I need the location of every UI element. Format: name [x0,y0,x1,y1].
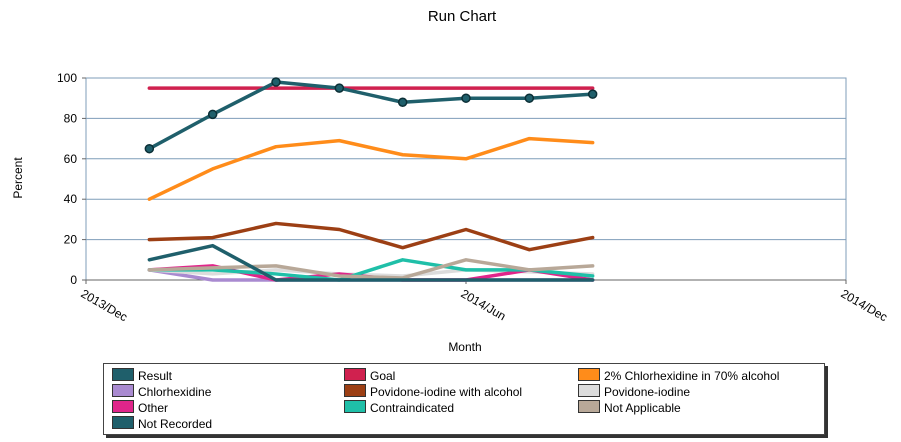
data-point-result [524,93,535,103]
data-point-result [461,93,471,103]
y-tick-label: 60 [64,152,78,166]
series-layer [144,77,598,282]
legend-label: 2% Chlorhexidine in 70% alcohol [604,368,780,383]
legend-swatch [578,368,600,382]
legend-label: Not Applicable [604,400,681,415]
y-tick-label: 20 [64,233,78,247]
legend-item: Other [112,399,168,415]
y-tick-label: 0 [70,273,77,287]
series-line-2-chlorhexidine-in-70-alcohol [147,136,595,201]
legend-label: Result [138,368,173,383]
series-line-not-applicable [147,258,595,280]
legend-swatch [112,384,134,398]
x-tick-label: 2014/Jun [459,286,509,323]
legend-label: Povidone-iodine with alcohol [370,384,523,399]
series-line-povidone-iodine-with-alcohol [147,221,595,252]
y-tick-label: 40 [64,192,78,206]
legend-label: Not Recorded [138,416,213,431]
data-point-result [334,83,345,93]
data-point-result [271,77,281,87]
legend-label: Goal [370,368,396,383]
legend-swatch [578,384,600,398]
chart-title: Run Chart [428,8,497,25]
legend-label: Contraindicated [370,400,455,415]
legend-item: Povidone-iodine [578,383,690,399]
legend-item: Not Recorded [112,415,212,431]
legend-swatch [112,416,134,430]
data-point-result [144,143,155,154]
y-tick-label: 80 [64,111,78,125]
legend-item: Result [112,367,172,383]
y-tick-label: 100 [57,71,77,85]
legend-item: 2% Chlorhexidine in 70% alcohol [578,367,779,383]
legend-label: Chlorhexidine [138,384,212,399]
legend-label: Other [138,400,169,415]
legend-label: Povidone-iodine [604,384,691,399]
series-line-result [147,80,595,151]
legend-item: Chlorhexidine [112,383,211,399]
legend: Result Goal 2% Chlorhexidine in 70% alcoho… [103,363,825,435]
data-point-result [587,89,598,99]
data-point-result [397,97,408,107]
legend-swatch [344,400,366,414]
data-point-result [207,109,218,120]
x-tick-label: 2014/Dec [839,286,890,324]
legend-item: Povidone-iodine with alcohol [344,383,522,399]
legend-swatch [344,368,366,382]
y-axis-label: Percent [11,157,25,199]
legend-swatch [344,384,366,398]
legend-swatch [112,400,134,414]
legend-item: Goal [344,367,395,383]
x-axis-label: Month [448,340,481,354]
legend-swatch [578,400,600,414]
series-line-not-recorded [147,243,595,282]
legend-item: Contraindicated [344,399,454,415]
legend-item: Not Applicable [578,399,681,415]
x-tick-label: 2013/Dec [79,286,130,324]
legend-swatch [112,368,134,382]
